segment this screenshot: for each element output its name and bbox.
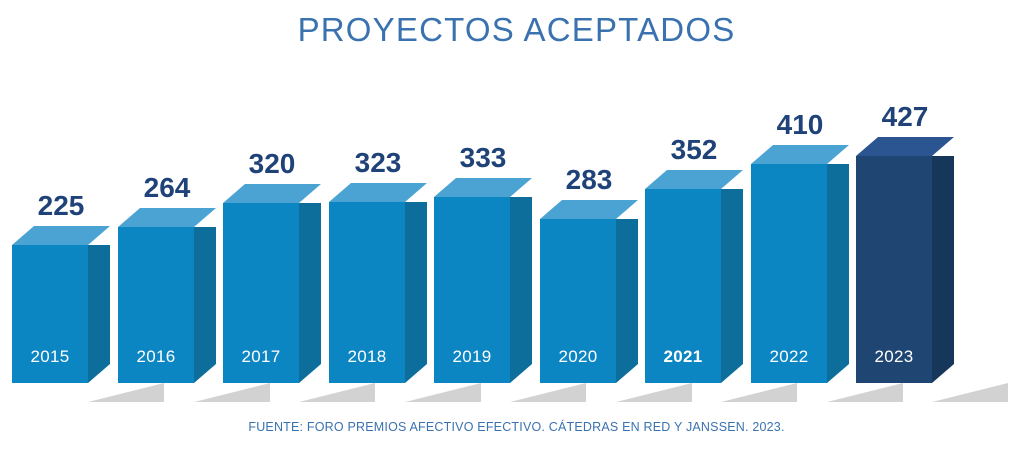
- bar-front-face: 2019: [434, 197, 510, 383]
- bar-year-label-2018: 2018: [347, 347, 387, 366]
- bar-2015[interactable]: 2015: [12, 226, 164, 402]
- bar-side-face: [827, 164, 849, 383]
- bar-year-label-2023: 2023: [874, 347, 914, 366]
- bar-shadow: [510, 383, 586, 402]
- bar-2021[interactable]: 2021: [645, 170, 797, 402]
- bar-side-face: [88, 245, 110, 383]
- bar-side-face: [299, 203, 321, 383]
- bar-front-face: 2015: [12, 245, 88, 383]
- bar-top-face: [540, 200, 638, 219]
- bar-shadow: [299, 383, 375, 402]
- bar-side-face: [932, 156, 954, 383]
- bar-shadow: [88, 383, 164, 402]
- bar-top-face: [223, 184, 321, 203]
- bar-2020[interactable]: 2020: [540, 200, 692, 402]
- bar-shadow: [405, 383, 481, 402]
- bar-shadow: [932, 383, 1008, 402]
- bar-2023[interactable]: 2023: [856, 137, 1008, 402]
- bar-value-label-2015: 225: [37, 190, 85, 221]
- bar-top-face: [751, 145, 849, 164]
- bar-year-label-2016: 2016: [136, 347, 176, 366]
- bar-value-label-2016: 264: [143, 172, 191, 203]
- bar-year-label-2017: 2017: [241, 347, 281, 366]
- bar-top-face: [118, 208, 216, 227]
- bar-front-face: 2018: [329, 202, 405, 383]
- bar-front-face: 2022: [751, 164, 827, 383]
- bar-year-label-2019: 2019: [452, 347, 492, 366]
- bar-2022[interactable]: 2022: [751, 145, 903, 402]
- bar-shadow: [616, 383, 692, 402]
- chart-source-footer: FUENTE: FORO PREMIOS AFECTIVO EFECTIVO. …: [248, 420, 785, 434]
- bar-value-label-2023: 427: [881, 101, 929, 132]
- bar-value-label-2019: 333: [459, 142, 507, 173]
- bar-side-face: [510, 197, 532, 383]
- bar-side-face: [616, 219, 638, 383]
- bar-front-face: 2021: [645, 189, 721, 383]
- bar-2019[interactable]: 2019: [434, 178, 586, 402]
- bar-front-face: 2016: [118, 227, 194, 383]
- bar-shadow: [194, 383, 270, 402]
- bar-year-label-2020: 2020: [558, 347, 598, 366]
- bar-shadow: [721, 383, 797, 402]
- bar-year-label-2021: 2021: [663, 347, 703, 366]
- bar-year-label-2015: 2015: [30, 347, 70, 366]
- bar-value-label-2022: 410: [776, 109, 824, 140]
- bar-front-face: 2017: [223, 203, 299, 383]
- bar-2016[interactable]: 2016: [118, 208, 270, 402]
- bar-front-face: 2020: [540, 219, 616, 383]
- bar-top-face: [12, 226, 110, 245]
- bar-value-label-2018: 323: [354, 147, 402, 178]
- bar-top-face: [645, 170, 743, 189]
- bar-value-label-2017: 320: [248, 148, 296, 179]
- bar-side-face: [194, 227, 216, 383]
- bar-year-label-2022: 2022: [769, 347, 809, 366]
- bar-top-face: [329, 183, 427, 202]
- bar-top-face: [434, 178, 532, 197]
- page-title: PROYECTOS ACEPTADOS: [297, 11, 736, 48]
- bar-value-label-2020: 283: [565, 164, 613, 195]
- bar-2017[interactable]: 2017: [223, 184, 375, 402]
- bar-front-face: 2023: [856, 156, 932, 383]
- bar-shadow: [827, 383, 903, 402]
- bar-side-face: [721, 189, 743, 383]
- bar-value-label-2021: 352: [670, 134, 718, 165]
- bar-2018[interactable]: 2018: [329, 183, 481, 402]
- bar-top-face: [856, 137, 954, 156]
- bar-side-face: [405, 202, 427, 383]
